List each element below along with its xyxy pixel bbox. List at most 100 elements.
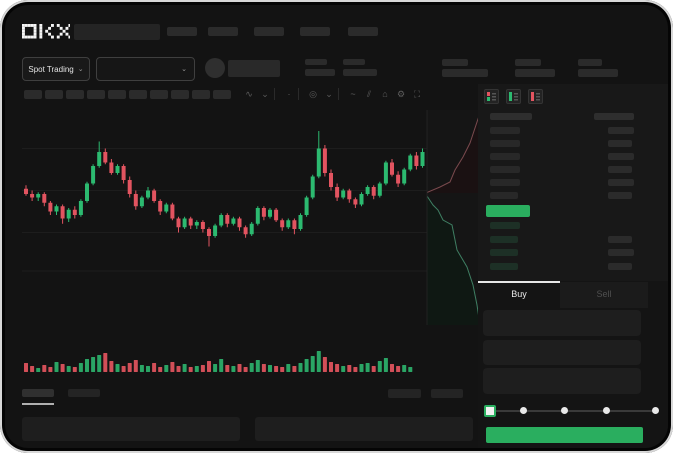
nav-item[interactable] — [254, 27, 284, 36]
slider-stop-dot[interactable] — [520, 407, 527, 414]
stat-label-placeholder — [343, 59, 365, 65]
toolbar-tool-icon[interactable]: ⌄ — [261, 89, 269, 99]
total-input[interactable] — [483, 368, 641, 394]
bottom-action-placeholder[interactable] — [388, 389, 421, 398]
stat-value-placeholder — [442, 69, 488, 77]
slider-stop-dot[interactable] — [602, 407, 610, 414]
book-split-icon[interactable] — [484, 89, 499, 104]
bottom-panel-right — [255, 417, 473, 441]
buy-submit-button[interactable] — [486, 427, 643, 443]
toolbar-tool-icon[interactable]: ◎ — [309, 89, 317, 99]
toolbar-separator — [274, 88, 275, 100]
toolbar-tool-icon[interactable]: ~ — [350, 89, 356, 99]
okx-logo[interactable] — [22, 24, 70, 39]
nav-item[interactable] — [208, 27, 238, 36]
market-mode-label: Spot Trading — [28, 64, 74, 74]
ask-price-bar — [490, 179, 520, 186]
stat-value-placeholder — [343, 69, 377, 76]
toolbar-tool-icon[interactable]: ⌂ — [382, 89, 388, 99]
stat-value-placeholder — [578, 69, 618, 77]
stat-label-placeholder — [442, 59, 468, 66]
trade-form-panel: Buy Sell — [478, 281, 668, 448]
stat-label-placeholder — [515, 59, 541, 66]
slider-handle[interactable] — [484, 405, 496, 417]
ask-amount-bar — [608, 153, 634, 160]
stat-value-placeholder — [515, 69, 555, 77]
bid-amount-bar — [608, 262, 632, 270]
slider-stop-dot[interactable] — [652, 407, 659, 414]
bottom-tab-underline — [22, 403, 54, 405]
tab-buy[interactable]: Buy — [511, 289, 527, 299]
ticker-placeholder — [74, 24, 160, 40]
ask-price-bar — [490, 192, 518, 199]
ask-amount-bar — [608, 140, 632, 147]
ask-price-bar — [490, 153, 520, 160]
stat-value-placeholder — [305, 69, 335, 76]
volume-chart[interactable] — [22, 328, 480, 375]
bid-price-bar — [490, 235, 518, 243]
toolbar-tool-icon[interactable]: ∿ — [245, 89, 253, 99]
toolbar-separator — [298, 88, 299, 100]
amount-input[interactable] — [483, 340, 641, 365]
toolbar-tool-icon[interactable]: ⚙ — [396, 89, 406, 99]
toolbar-interval-placeholder[interactable] — [108, 90, 126, 99]
last-price-bar[interactable] — [486, 205, 530, 217]
order-book-panel — [478, 84, 668, 281]
toolbar-tool-icon[interactable]: ⌄ — [325, 89, 333, 99]
toolbar-tool-icon[interactable]: ⫽ — [366, 89, 371, 99]
chevron-down-icon: ⌄ — [181, 65, 187, 73]
active-tab-indicator — [478, 281, 560, 283]
nav-item[interactable] — [167, 27, 197, 36]
toolbar-interval-placeholder[interactable] — [171, 90, 189, 99]
bid-price-bar — [490, 222, 520, 229]
bottom-tab-orders[interactable] — [22, 389, 54, 397]
amount-slider-track[interactable] — [484, 405, 659, 417]
book-header-price — [490, 113, 532, 120]
bid-amount-bar — [608, 235, 632, 243]
bid-price-bar — [490, 262, 518, 270]
toolbar-interval-placeholder[interactable] — [129, 90, 147, 99]
slider-stop-dot[interactable] — [561, 407, 569, 414]
nav-item[interactable] — [300, 27, 330, 36]
bottom-panel-left — [22, 417, 240, 441]
toolbar-tool-icon[interactable]: · — [287, 89, 291, 99]
market-mode-selector[interactable]: Spot Trading ⌄ — [22, 57, 90, 81]
book-bids-icon[interactable] — [506, 89, 521, 104]
bottom-action-placeholder[interactable] — [431, 389, 463, 398]
bid-price-bar — [490, 249, 518, 256]
pair-name-placeholder — [228, 60, 280, 77]
toolbar-interval-placeholder[interactable] — [213, 90, 231, 99]
toolbar-interval-placeholder[interactable] — [24, 90, 42, 99]
ask-amount-bar — [608, 127, 634, 134]
sell-tab-bg — [560, 282, 648, 308]
candlestick-chart[interactable] — [22, 110, 480, 332]
pair-select[interactable]: ⌄ — [96, 57, 195, 81]
app-screen: Spot Trading ⌄ ⌄ ∿ ⌄ · ◎ ⌄ ~ ⫽ ⌂ ⚙ ⛶ — [5, 5, 668, 448]
stat-label-placeholder — [305, 59, 327, 65]
order-book-rows — [478, 84, 668, 281]
coin-avatar — [205, 58, 225, 78]
toolbar-interval-placeholder[interactable] — [66, 90, 84, 99]
ask-price-bar — [490, 166, 520, 173]
toolbar-interval-placeholder[interactable] — [192, 90, 210, 99]
toolbar-interval-placeholder[interactable] — [87, 90, 105, 99]
stat-label-placeholder — [578, 59, 602, 66]
toolbar-interval-placeholder[interactable] — [45, 90, 63, 99]
toolbar-tool-icon[interactable]: ⛶ — [413, 89, 421, 99]
book-asks-icon[interactable] — [528, 89, 543, 104]
nav-item[interactable] — [348, 27, 378, 36]
toolbar-separator — [338, 88, 339, 100]
bottom-tab-history[interactable] — [68, 389, 100, 397]
chevron-down-icon: ⌄ — [77, 65, 84, 73]
ask-price-bar — [490, 127, 520, 134]
bid-amount-bar — [608, 249, 634, 256]
ask-amount-bar — [608, 166, 632, 173]
book-header-amount — [594, 113, 634, 120]
price-input[interactable] — [483, 310, 641, 336]
toolbar-interval-placeholder[interactable] — [150, 90, 168, 99]
ask-amount-bar — [608, 179, 634, 186]
ask-amount-bar — [608, 192, 632, 199]
ask-price-bar — [490, 140, 520, 147]
tab-sell[interactable]: Sell — [596, 289, 612, 299]
